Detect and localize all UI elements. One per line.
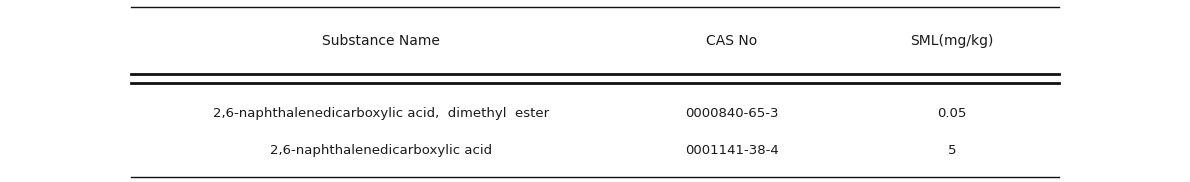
Text: 5: 5 xyxy=(947,144,957,157)
Text: 0001141-38-4: 0001141-38-4 xyxy=(685,144,778,157)
Text: 0000840-65-3: 0000840-65-3 xyxy=(685,107,778,120)
Text: CAS No: CAS No xyxy=(706,34,758,48)
Text: SML(mg/kg): SML(mg/kg) xyxy=(910,34,994,48)
Text: 0.05: 0.05 xyxy=(938,107,966,120)
Text: 2,6-naphthalenedicarboxylic acid,  dimethyl  ester: 2,6-naphthalenedicarboxylic acid, dimeth… xyxy=(213,107,549,120)
Text: 2,6-naphthalenedicarboxylic acid: 2,6-naphthalenedicarboxylic acid xyxy=(270,144,491,157)
Text: Substance Name: Substance Name xyxy=(321,34,440,48)
